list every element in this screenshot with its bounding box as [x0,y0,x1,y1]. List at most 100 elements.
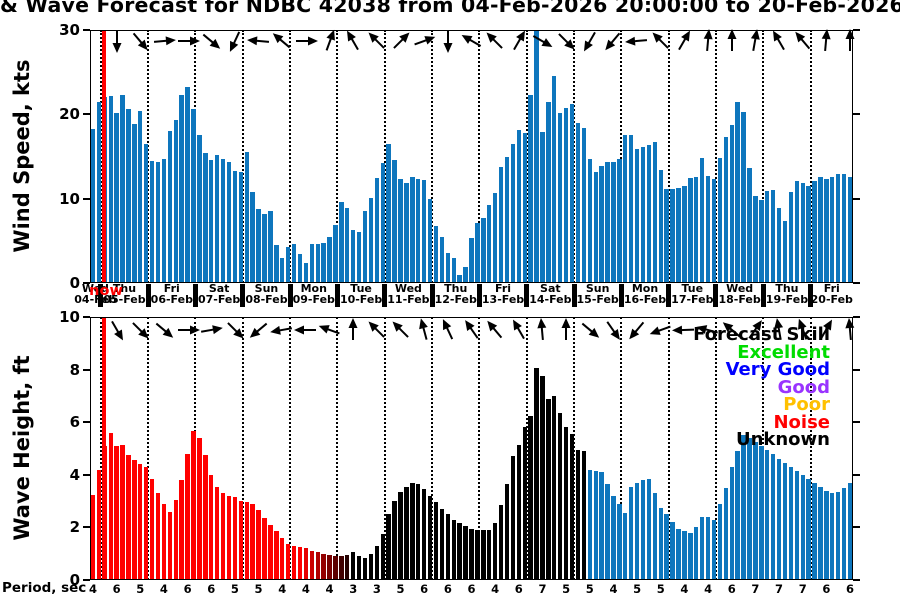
date-value: 07-Feb [197,292,241,306]
wind-bar [723,137,729,283]
wave-bar [699,516,705,580]
period-value: 4 [704,582,713,596]
wave-bar [717,503,723,580]
wind-bar [374,177,380,283]
wave-y-axis-label: Wave Height, ft [10,355,34,541]
day-gridline [383,30,386,283]
wind-bar [220,159,226,283]
day-gridline [336,30,339,283]
wave-bar [427,495,433,580]
wind-bar [339,202,344,283]
wind-bar [658,169,663,283]
wind-bar [682,186,687,283]
wave-bar [646,478,652,580]
wind-bar [445,253,451,283]
wave-bar [729,466,734,580]
wind-bar [256,208,261,283]
wind-bar [652,142,658,283]
wave-bar [386,514,391,580]
date-weekday: Fri [163,282,180,295]
wave-bar [416,484,421,580]
date-value: 11-Feb [387,292,430,306]
day-gridline [147,317,150,580]
date-separator [98,283,104,307]
wind-bar [416,179,421,283]
period-value: 4 [491,582,500,596]
wind-bar [688,177,693,283]
wind-bar [705,175,711,283]
period-value: 3 [372,582,381,596]
date-value: 10-Feb [339,292,383,306]
period-value: 6 [112,582,121,596]
date-weekday: Thu [444,282,468,295]
date-weekday: Thu [775,282,799,295]
wind-bar [569,104,575,283]
wave-bar [475,530,480,580]
wave-bar [469,528,474,580]
wind-ytick-label: 0 [69,274,80,292]
wind-bar [623,135,628,283]
wave-bar [433,502,439,580]
wind-bar [759,200,764,283]
date-weekday: Wed [81,282,109,295]
wind-bar [114,112,119,283]
period-value: 6 [420,582,429,596]
wave-bar [552,395,557,580]
date-cell: Fri 20-Feb [811,283,853,305]
date-separator [524,283,530,307]
wind-bar [492,192,498,283]
wind-bar [368,197,374,283]
wind-bar [587,159,592,283]
wave-bar [315,552,320,580]
wave-bar [812,482,817,580]
wind-ytick-mark [83,29,90,31]
wave-ytick-label: 2 [69,518,80,537]
wave-bar [694,527,699,580]
period-value: 6 [467,582,476,596]
wind-bar [800,183,805,283]
wave-bar [830,493,835,580]
wave-ytick-mark [83,526,90,529]
wave-bar [291,545,297,580]
wind-bar [421,180,427,283]
wind-bar [404,182,409,283]
wind-bar [209,159,214,283]
date-cell: Wed 18-Feb [718,283,760,305]
wave-bar [114,445,119,580]
date-value: 17-Feb [671,292,714,306]
wind-bar [694,176,699,283]
wave-ytick-mark [853,316,860,318]
date-cell: Sat 14-Feb [529,283,571,305]
period-value: 5 [585,582,594,596]
wind-bar [457,275,462,283]
wave-bar [327,555,332,580]
day-gridline [478,317,481,580]
period-value: 5 [656,582,665,596]
wave-bar [617,503,622,580]
wave-bar [818,486,823,580]
date-value: 19-Feb [765,292,809,306]
wave-bar [250,503,255,580]
wind-bar [818,176,823,283]
wave-bar [167,511,173,580]
wave-ytick-mark [83,316,90,318]
wave-ytick-label: 4 [69,465,80,484]
wave-bar [605,484,610,580]
wave-ytick-mark [83,368,90,371]
wind-bar [285,246,291,283]
wind-bar [563,107,569,283]
wave-bar [658,507,663,580]
day-gridline [289,317,292,580]
wind-bar [268,211,273,283]
wave-bar [445,514,451,580]
period-value: 5 [396,582,405,596]
period-value: 7 [538,582,547,596]
day-gridline [714,317,717,580]
wind-bar [487,204,492,283]
wind-bar [439,237,445,283]
wind-ytick-mark [83,197,90,200]
wave-bar [593,470,598,580]
wave-bar [303,548,309,580]
wind-bar [108,95,113,283]
wind-bar [670,189,675,283]
